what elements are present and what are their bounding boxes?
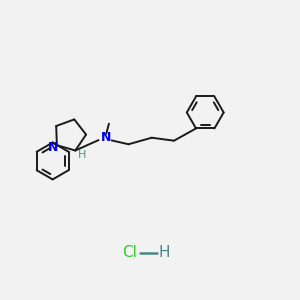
Text: Cl: Cl [122, 245, 136, 260]
Text: H: H [158, 245, 170, 260]
Text: H: H [78, 150, 86, 160]
Text: N: N [48, 141, 58, 154]
Text: N: N [101, 130, 111, 144]
